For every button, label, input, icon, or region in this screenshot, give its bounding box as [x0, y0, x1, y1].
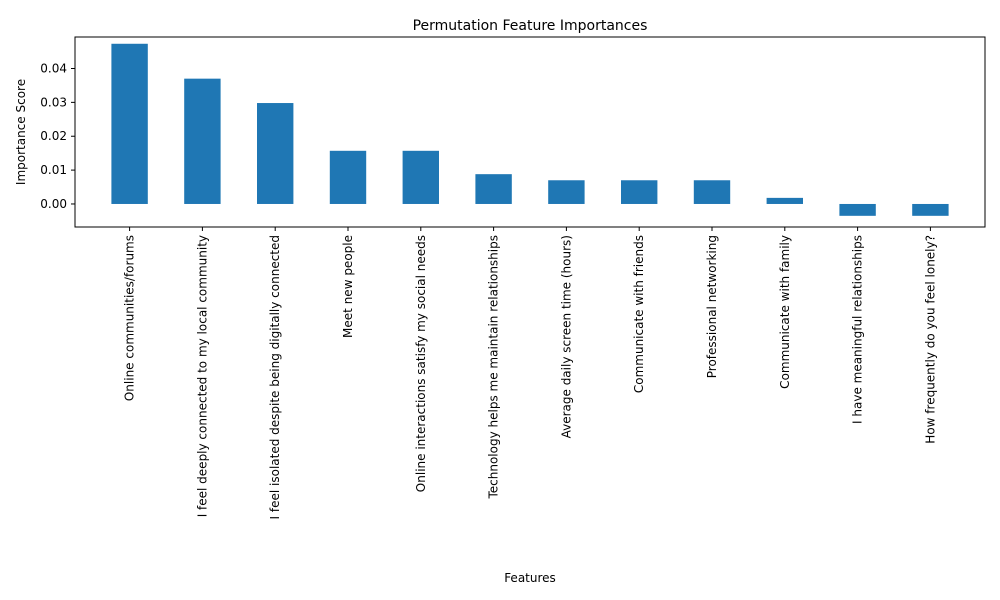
x-tick-label-1: I feel deeply connected to my local comm… [195, 235, 209, 517]
bar-2 [257, 103, 294, 204]
bar-9 [766, 197, 803, 204]
x-tick-label-9: Communicate with family [778, 235, 792, 389]
x-tick-label-4: Online interactions satisfy my social ne… [414, 235, 428, 492]
x-axis: Online communities/forums I feel deeply c… [123, 227, 937, 519]
bar-8 [693, 180, 731, 204]
bar-5 [475, 174, 512, 204]
y-tick-label-0: 0.00 [40, 197, 67, 211]
x-tick-label-8: Professional networking [705, 235, 719, 378]
x-tick-label-3: Meet new people [341, 235, 355, 338]
x-tick-label-7: Communicate with friends [632, 235, 646, 393]
bar-6 [548, 180, 585, 204]
bar-3 [329, 150, 367, 204]
x-tick-label-0: Online communities/forums [123, 235, 137, 401]
x-axis-label: Features [504, 571, 556, 585]
plot-frame [74, 36, 986, 228]
x-tick-label-2: I feel isolated despite being digitally … [268, 235, 282, 519]
bar-11 [912, 203, 949, 216]
y-axis: 0.00 0.01 0.02 0.03 0.04 [40, 61, 75, 211]
bar-0 [111, 43, 148, 204]
x-tick-label-10: I have meaningful relationships [851, 235, 865, 424]
x-tick-label-6: Average daily screen time (hours) [559, 235, 573, 438]
x-tick-label-5: Technology helps me maintain relationshi… [487, 235, 501, 500]
bar-4 [402, 150, 439, 204]
bars-layer [111, 43, 949, 216]
chart-title: Permutation Feature Importances [413, 18, 648, 34]
bar-1 [184, 78, 221, 204]
bar-7 [621, 180, 658, 204]
y-tick-label-1: 0.01 [40, 163, 67, 177]
bar-10 [839, 203, 876, 216]
y-tick-label-2: 0.02 [40, 129, 67, 143]
y-tick-label-4: 0.04 [40, 61, 67, 75]
y-axis-label: Importance Score [14, 79, 28, 185]
y-tick-label-3: 0.03 [40, 95, 67, 109]
x-tick-label-11: How frequently do you feel lonely? [923, 235, 937, 444]
